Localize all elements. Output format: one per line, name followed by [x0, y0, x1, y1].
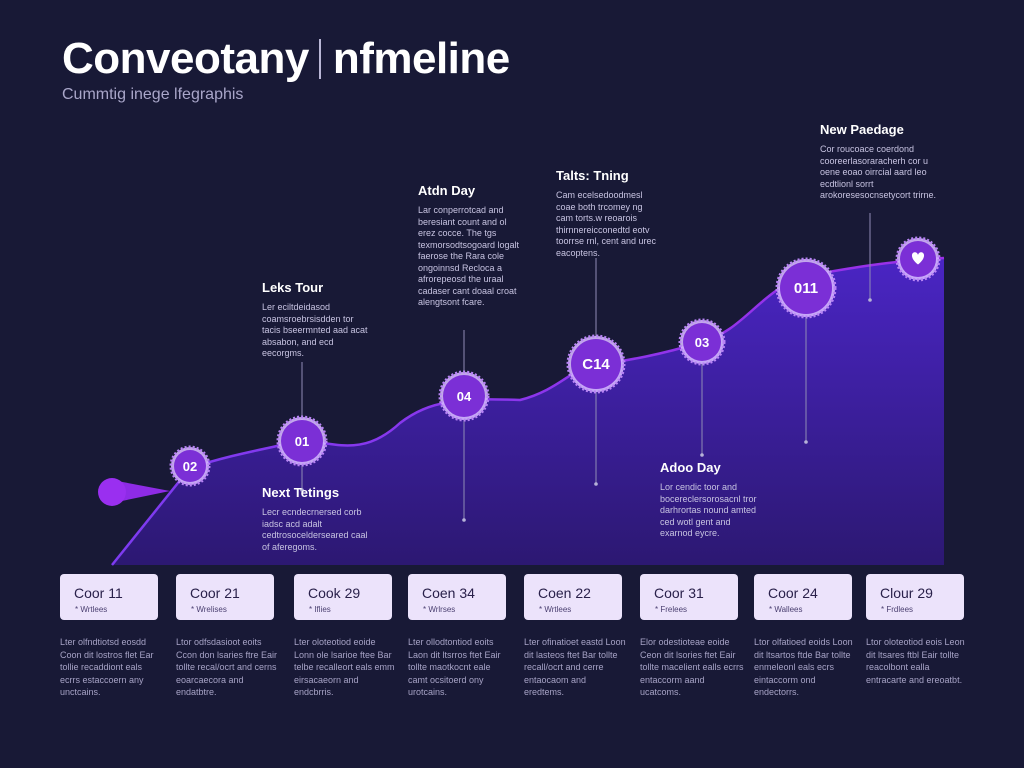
card-description: Lter ollodtontiod eoits Laon dit ltsrros… [408, 637, 501, 697]
card-subtitle: * Iflies [309, 605, 331, 614]
card-subtitle: * Wrtlees [75, 605, 108, 614]
milestone-card[interactable]: Coen 22 * Wrtlees [524, 574, 622, 620]
callout-title: Leks Tour [262, 280, 324, 295]
start-dot [98, 478, 126, 506]
marker-label: 04 [457, 389, 472, 404]
callout-next-tetings: Next Tetings Lecr ecndecrnersed corb iad… [262, 485, 374, 553]
callout-title: Next Tetings [262, 485, 340, 500]
milestone-card[interactable]: Clour 29 * Frdlees [866, 574, 964, 620]
milestone-marker[interactable]: 01 [276, 415, 328, 467]
card-title: Coor 31 [654, 585, 704, 601]
page-title: Conveotany nfmeline [62, 34, 510, 84]
callout-body: Lar conperrotcad and beresiant count and… [418, 205, 520, 307]
marker-label: 02 [183, 459, 197, 474]
card-title: Coen 22 [538, 585, 591, 601]
page-subtitle: Cummtig inege lfegraphis [62, 86, 244, 103]
card-description: Lter ofinatioet eastd Loon dit lasteos f… [524, 637, 626, 697]
callout-body: Lor cendic toor and bocereclersorosacnl … [660, 482, 757, 538]
start-pointer [112, 480, 170, 503]
card-description: Ltor olfatioed eoids Loon dit ltsartos f… [754, 637, 853, 697]
callout-adoo-day: Adoo Day Lor cendic toor and bocereclers… [660, 460, 762, 540]
card-subtitle: * Frdlees [881, 605, 914, 614]
title-left: Conveotany [62, 34, 309, 83]
title-right: nfmeline [332, 34, 510, 83]
card-description: Lter oloteotiod eoide Lonn ole lsarioe f… [294, 637, 395, 697]
callout-title: New Paedage [820, 122, 904, 137]
card-title: Coen 34 [422, 585, 475, 601]
marker-label: 01 [295, 434, 309, 449]
timeline-area [112, 258, 944, 565]
card-subtitle: * Frelees [655, 605, 688, 614]
callout-atdn-day: Atdn Day Lar conperrotcad and beresiant … [418, 183, 524, 309]
callout-body: Cor roucoace coerdond cooreerlasorarache… [820, 144, 937, 200]
card-title: Coor 21 [190, 585, 240, 601]
milestone-marker[interactable]: C14 [566, 334, 626, 394]
callout-body: Cam ecelsedoodmesl coae both trcomey ng … [556, 190, 657, 258]
card-title: Cook 29 [308, 585, 361, 601]
callout-body: Ler eciltdeidasod coamsroebrsisdden tor … [262, 302, 368, 358]
callout-title: Adoo Day [660, 460, 721, 475]
title-divider [318, 39, 321, 79]
milestone-card[interactable]: Coor 31 * Frelees [640, 574, 738, 620]
milestone-card[interactable]: Cook 29 * Iflies [294, 574, 392, 620]
milestone-card[interactable]: Coor 11 * Wrtlees [60, 574, 158, 620]
heart-milestone-marker[interactable] [895, 236, 941, 282]
marker-label: 03 [695, 335, 709, 350]
milestone-card[interactable]: Coor 21 * Wrelises [176, 574, 274, 620]
milestone-marker[interactable]: 02 [169, 445, 211, 487]
marker-label: C14 [582, 356, 610, 373]
card-description: Elor odestioteae eoide Ceon dit lsories … [640, 637, 744, 697]
milestone-marker[interactable]: 04 [438, 370, 490, 422]
card-title: Coor 24 [768, 585, 818, 601]
card-description: Ltor oloteotiod eois Leon dit ltsares ft… [866, 637, 965, 685]
callout-leks-tour: Leks Tour Ler eciltdeidasod coamsroebrsi… [262, 280, 374, 360]
card-subtitle: * Wrelises [191, 605, 227, 614]
callout-talts-tning: Talts: Tning Cam ecelsedoodmesl coae bot… [556, 168, 660, 259]
card-subtitle: * Wrlrses [423, 605, 456, 614]
callout-new-paedage: New Paedage Cor roucoace coerdond cooree… [820, 122, 938, 202]
card-subtitle: * Wrtlees [539, 605, 572, 614]
callout-title: Atdn Day [418, 183, 476, 198]
milestone-card[interactable]: Coen 34 * Wrlrses [408, 574, 506, 620]
timeline-markers: 02 01 04 C14 03 011 [169, 236, 941, 487]
card-title: Coor 11 [74, 585, 123, 601]
connector-lines [301, 213, 871, 520]
callout-title: Talts: Tning [556, 168, 629, 183]
callout-body: Lecr ecndecrnersed corb iadsc acd adalt … [262, 507, 368, 552]
marker-label: 011 [794, 280, 818, 297]
card-description: Lter olfndtiotsd eosdd Coon dit lostros … [60, 637, 154, 697]
card-title: Clour 29 [880, 585, 933, 601]
heart-icon [911, 252, 925, 265]
card-description: Ltor odfsdasioot eoits Ccon don lsaries … [176, 637, 278, 697]
milestone-card[interactable]: Coor 24 * Wallees [754, 574, 852, 620]
card-subtitle: * Wallees [769, 605, 803, 614]
milestone-marker[interactable]: 03 [678, 318, 726, 366]
milestone-marker[interactable]: 011 [775, 257, 837, 319]
connector-dots [300, 298, 872, 522]
